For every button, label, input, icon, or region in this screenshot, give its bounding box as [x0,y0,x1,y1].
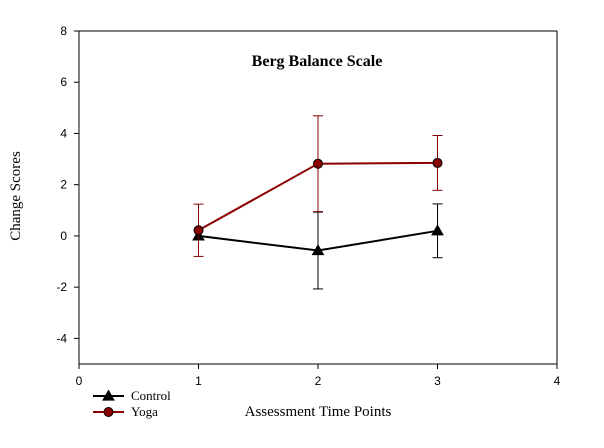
plot-area: 0 1 2 3 4 -4 -2 0 2 4 6 8 [56,24,560,388]
x-tick-label: 0 [76,374,83,388]
x-tick-label: 4 [554,374,561,388]
x-axis-label: Assessment Time Points [245,404,392,420]
yoga-point [193,225,204,236]
y-tick-label: 6 [60,75,67,89]
y-tick-label: 8 [60,24,67,38]
x-tick-label: 1 [195,374,202,388]
control-point [311,244,325,256]
control-series [192,203,444,290]
control-point [431,224,444,236]
x-tick-label: 2 [315,374,322,388]
yoga-legend-label: Yoga [131,404,158,419]
yoga-series [193,115,443,257]
chart-title: Berg Balance Scale [252,53,383,70]
y-axis-label: Change Scores [8,151,24,241]
y-tick-label: -2 [56,280,67,294]
y-tick-label: 2 [60,178,67,192]
control-legend-marker [102,389,115,401]
control-legend-label: Control [131,388,171,403]
x-tick-label: 3 [434,374,441,388]
y-tick-label: 4 [60,126,67,140]
y-tick-label: 0 [60,229,67,243]
yoga-point [313,158,323,169]
yoga-point [432,157,443,168]
y-tick-label: -4 [56,331,67,345]
yoga-legend-marker [103,407,114,417]
